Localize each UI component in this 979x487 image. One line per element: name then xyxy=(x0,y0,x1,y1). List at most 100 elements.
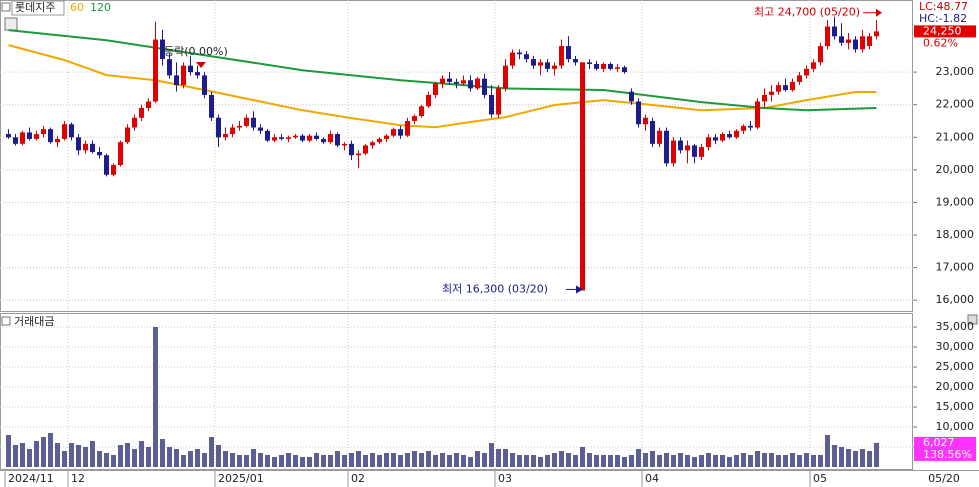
volume-bar xyxy=(643,453,648,467)
volume-ratio: 138.56% xyxy=(923,448,972,461)
candle-body xyxy=(503,65,508,89)
candle-body xyxy=(251,117,256,128)
candle-body xyxy=(783,85,788,91)
candle-body xyxy=(342,143,347,146)
volume-y-tick-label: 15,000 xyxy=(936,400,975,413)
volume-bar xyxy=(790,453,795,467)
candle-body xyxy=(132,117,137,128)
volume-bar xyxy=(167,447,172,467)
candle-body xyxy=(20,132,25,144)
candle-body xyxy=(804,68,809,76)
candle-body xyxy=(216,117,221,138)
volume-bar xyxy=(174,449,179,467)
volume-bar xyxy=(342,455,347,467)
candle-body xyxy=(650,121,655,144)
volume-bar xyxy=(6,435,11,467)
current-price-box xyxy=(914,25,976,38)
volume-bar xyxy=(713,455,718,467)
candle-body xyxy=(41,129,46,135)
volume-bar xyxy=(804,453,809,467)
price-panel-frame xyxy=(0,0,913,312)
volume-bar xyxy=(776,455,781,467)
candle-body xyxy=(139,107,144,118)
volume-bar xyxy=(594,455,599,467)
candle-body xyxy=(643,117,648,125)
candle-body xyxy=(475,78,480,89)
candle-body xyxy=(76,137,81,151)
volume-bar xyxy=(839,447,844,467)
panel-toggle[interactable] xyxy=(1,2,11,12)
candle-body xyxy=(706,137,711,148)
volume-bar xyxy=(685,455,690,467)
candle-body xyxy=(608,63,613,69)
volume-bar xyxy=(622,457,627,467)
candle-body xyxy=(482,78,487,95)
volume-bar xyxy=(314,453,319,467)
candle-body xyxy=(538,62,543,66)
volume-bar xyxy=(762,453,767,467)
volume-bar xyxy=(657,455,662,467)
candle-body xyxy=(167,59,172,76)
volume-bar xyxy=(580,447,585,467)
volume-bar xyxy=(181,455,186,467)
high-note: 최고 24,700 (05/20) xyxy=(754,6,860,19)
candle-body xyxy=(27,132,32,139)
volume-bar xyxy=(90,441,95,467)
close-button[interactable] xyxy=(967,314,978,325)
volume-bar xyxy=(328,455,333,467)
volume-bar xyxy=(356,451,361,467)
volume-y-tick-label: 20,000 xyxy=(936,380,975,393)
candle-body xyxy=(104,155,109,175)
volume-bar xyxy=(111,455,116,467)
candle-body xyxy=(34,134,39,139)
candle-body xyxy=(307,135,312,141)
volume-bar xyxy=(412,451,417,467)
volume-bar xyxy=(286,453,291,467)
volume-bar xyxy=(377,455,382,467)
x-tick-label: 04 xyxy=(645,472,659,485)
volume-bar xyxy=(34,441,39,467)
volume-bar xyxy=(748,455,753,467)
volume-bar xyxy=(783,455,788,467)
candle-body xyxy=(440,78,445,84)
volume-bar xyxy=(349,453,354,467)
candle-body xyxy=(720,134,725,141)
volume-toggle[interactable] xyxy=(1,316,11,326)
volume-panel-title: 거래대금 xyxy=(14,315,54,328)
volume-bar xyxy=(461,455,466,467)
candle-body xyxy=(461,80,466,84)
volume-bar xyxy=(251,449,256,467)
y-tick-label: 18,000 xyxy=(936,228,975,241)
volume-bar xyxy=(426,451,431,467)
candle-body xyxy=(594,63,599,69)
candle-body xyxy=(321,138,326,143)
volume-bar xyxy=(727,457,732,467)
volume-bar xyxy=(55,443,60,467)
candle-body xyxy=(83,143,88,151)
high-arrow xyxy=(876,8,882,17)
volume-bar xyxy=(398,455,403,467)
candle-body xyxy=(209,94,214,118)
volume-bar xyxy=(265,455,270,467)
candle-body xyxy=(615,67,620,69)
volume-bar xyxy=(447,455,452,467)
candle-body xyxy=(454,81,459,84)
table-button[interactable] xyxy=(4,17,18,31)
x-tick-label: 2024/11 xyxy=(8,472,54,485)
volume-bar xyxy=(692,457,697,467)
current-price: 24,250 xyxy=(923,24,962,37)
volume-bar xyxy=(496,449,501,467)
candle-body xyxy=(55,138,60,143)
x-tick-label: 02 xyxy=(351,472,365,485)
candle-body xyxy=(734,130,739,138)
volume-bar xyxy=(489,443,494,467)
candle-body xyxy=(300,135,305,141)
volume-bar xyxy=(419,453,424,467)
candle-body xyxy=(573,59,578,63)
candle-body xyxy=(118,142,123,165)
volume-bar xyxy=(195,449,200,467)
volume-bar xyxy=(797,455,802,467)
candle-body xyxy=(727,134,732,138)
volume-panel-frame xyxy=(0,313,913,470)
